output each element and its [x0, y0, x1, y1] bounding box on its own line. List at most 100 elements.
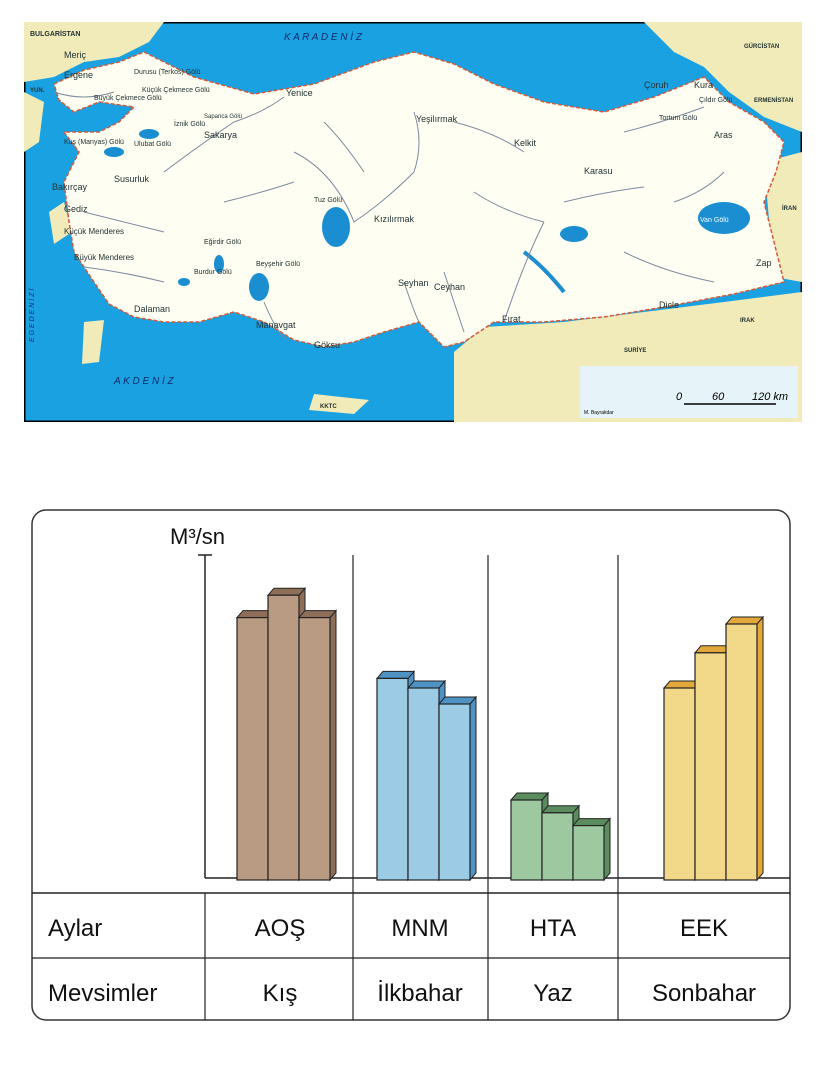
iznik-lake	[139, 129, 159, 139]
bar-side	[603, 817, 611, 882]
label-georgia: GÜRCİSTAN	[744, 43, 779, 50]
scale-box	[580, 366, 798, 418]
label-yesilirmak: Yeşilırmak	[416, 114, 458, 124]
map-author: M. Bayrakdar	[584, 410, 614, 416]
bar-eek-2	[694, 652, 727, 881]
label-burdur: Burdur Gölü	[194, 269, 232, 276]
y-axis-label: M³/sn	[170, 524, 225, 549]
label-manavgat: Manavgat	[256, 320, 296, 330]
label-syria: SURİYE	[624, 347, 646, 354]
bar-side	[756, 615, 764, 882]
bar-top	[406, 680, 447, 689]
greece-land	[24, 92, 44, 152]
bar-aoş-3	[298, 616, 331, 881]
label-bakircay: Bakırçay	[52, 182, 88, 192]
label-terkos: Durusu (Terkos) Gölü	[134, 69, 201, 76]
bar-hta-2	[541, 812, 574, 881]
label-karasu: Karasu	[584, 166, 613, 176]
bar-side	[469, 695, 477, 882]
scale-tick-0: 0	[676, 391, 683, 403]
turkey-rivers-lakes-map: K A R A D E N İ Z A K D E N İ Z E G E D …	[24, 22, 802, 422]
label-seyhan: Seyhan	[398, 278, 429, 288]
season-label: Kış	[263, 980, 298, 1007]
georgia-armenia-land	[644, 22, 802, 132]
bar-aoş-2	[267, 594, 300, 881]
tuz-lake	[322, 207, 350, 247]
label-kura: Kura	[694, 80, 713, 90]
label-van: Van Gölü	[700, 217, 729, 224]
label-manyas: Kuş (Manyas) Gölü	[64, 139, 124, 146]
scale-tick-60: 60	[712, 391, 725, 403]
label-iznik: İznik Gölü	[174, 119, 205, 128]
label-ergene: Ergene	[64, 70, 93, 80]
label-beysehir: Beyşehir Gölü	[256, 261, 300, 268]
label-coruh: Çoruh	[644, 80, 669, 90]
bar-aoş-1	[236, 616, 269, 881]
label-iran: İRAN	[782, 205, 797, 212]
bar-top	[437, 696, 478, 705]
label-gediz: Gediz	[64, 204, 88, 214]
label-greece: YUN.	[30, 88, 45, 94]
river-network	[53, 91, 725, 341]
label-armenia: ERMENİSTAN	[754, 97, 793, 104]
egirdir-lake	[214, 255, 224, 273]
bar-top	[266, 587, 307, 596]
label-iraq: IRAK	[740, 318, 755, 324]
scale-tick-120: 120 km	[752, 391, 788, 403]
island	[49, 202, 72, 244]
label-dalaman: Dalaman	[134, 304, 170, 314]
label-kktc: KKTC	[320, 404, 337, 410]
burdur-lake	[178, 278, 190, 286]
label-kucukcekmece: Küçük Çekmece Gölü	[142, 87, 210, 94]
label-cildir: Çıldır Gölü	[699, 97, 733, 104]
label-ceyhan: Ceyhan	[434, 282, 465, 292]
row-header-months: Aylar	[48, 915, 102, 942]
bar-mnm-1	[376, 677, 409, 881]
label-kizilirmak: Kızılırmak	[374, 214, 415, 224]
label-dicle: Dicle	[659, 300, 679, 310]
bar-hta-3	[572, 824, 605, 881]
bulgaria-land	[24, 22, 164, 82]
category-label: HTA	[530, 915, 576, 942]
label-goksu: Göksu	[314, 340, 340, 350]
label-firat: Fırat	[502, 314, 521, 324]
turkey-land	[53, 51, 785, 348]
label-zap: Zap	[756, 258, 772, 268]
bar-top	[571, 818, 612, 827]
bar-top	[509, 792, 550, 801]
label-karadeniz: K A R A D E N İ Z	[284, 31, 363, 43]
bar-side	[329, 609, 337, 882]
bar-mnm-3	[438, 703, 471, 881]
bars-layer	[235, 586, 765, 882]
bar-hta-1	[510, 799, 543, 881]
manyas-lake	[104, 147, 124, 157]
label-tuz: Tuz Gölü	[314, 197, 342, 204]
label-bulgaria: BULGARİSTAN	[30, 30, 80, 38]
label-meric: Meriç	[64, 50, 86, 60]
label-susurluk: Susurluk	[114, 174, 150, 184]
label-sakarya: Sakarya	[204, 130, 237, 140]
category-label: MNM	[391, 915, 448, 942]
van-lake	[698, 202, 750, 234]
label-kucukmenderes: Küçük Menderes	[64, 227, 124, 236]
island	[82, 320, 104, 364]
label-ulubat: Ulubat Gölü	[134, 141, 171, 148]
bar-top	[540, 805, 581, 814]
row-header-seasons: Mevsimler	[48, 980, 157, 1007]
label-sapanca: Sapanca Gölü	[204, 114, 242, 120]
label-aras: Aras	[714, 130, 733, 140]
season-label: İlkbahar	[377, 980, 462, 1007]
cyprus-land	[309, 394, 369, 414]
beysehir-lake	[249, 273, 269, 301]
bar-mnm-2	[407, 687, 440, 881]
bar-eek-1	[663, 687, 696, 881]
bar-eek-3	[725, 623, 758, 881]
ataturk-dam	[522, 250, 566, 294]
label-ege: E G E D E N İ Z İ	[28, 288, 36, 342]
category-label: EEK	[680, 915, 728, 942]
keban-dam	[560, 226, 588, 242]
label-akdeniz: A K D E N İ Z	[113, 375, 175, 387]
label-yenice: Yenice	[286, 88, 313, 98]
label-kelkit: Kelkit	[514, 138, 537, 148]
